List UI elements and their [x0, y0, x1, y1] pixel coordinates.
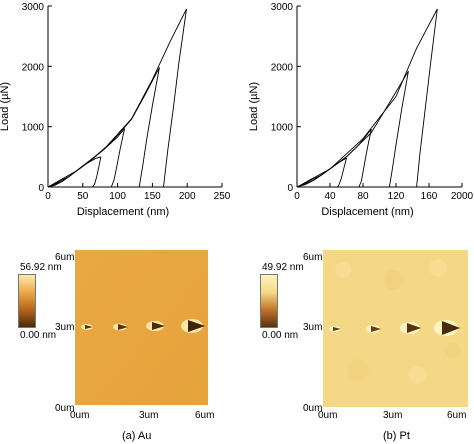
load-displacement-plots: 0 50 100 150 200 250 0 1000 2000 3000 Displacement… — [0, 2, 474, 218]
y-tick-label: 1000 — [22, 123, 45, 134]
colorbar-max-label: 56.92 nm — [20, 262, 62, 273]
loading-curve-2 — [47, 128, 125, 188]
x-tick-label: 50 — [77, 191, 89, 202]
image-y-label-mid: 3um — [55, 322, 75, 333]
indent-marks — [329, 320, 460, 336]
unloading-curve-4 — [163, 8, 187, 188]
surface-texture — [335, 259, 461, 384]
colorbar-au — [18, 274, 36, 328]
x-axis-label: Displacement (nm) — [77, 206, 169, 218]
x-tick-label: 200 — [179, 191, 196, 202]
x-tick-label: 80 — [357, 191, 369, 202]
unloading-curve-2 — [110, 128, 126, 188]
x-tick-label: 150 — [144, 191, 161, 202]
colorbar-min-label: 0.00 nm — [262, 330, 299, 341]
image-x-label-left: 0um — [318, 410, 338, 421]
x-tick-label: 40 — [324, 191, 336, 202]
y-tick-label: 3000 — [22, 2, 45, 13]
x-tick-label: 0 — [294, 191, 300, 202]
afm-scan-au — [75, 250, 208, 405]
loading-curve-2 — [296, 128, 372, 188]
x-tick-label: 120 — [388, 191, 405, 202]
indent-marks — [81, 319, 205, 333]
x-tick-label: 160 — [421, 191, 438, 202]
unloading-curve-4 — [416, 8, 438, 188]
x-tick-label: 0 — [45, 191, 51, 202]
image-caption: (a) Au — [122, 430, 152, 442]
image-y-label-bottom: 0um — [55, 403, 75, 414]
afm-image-pt — [323, 250, 468, 407]
unloading-curve-3 — [388, 71, 409, 188]
y-tick-label: 0 — [38, 183, 44, 194]
image-y-label-top: 6um — [303, 252, 323, 263]
image-x-label-mid: 3um — [139, 410, 159, 421]
y-tick-label: 0 — [287, 183, 293, 194]
x-tick-label: 250 — [214, 191, 231, 202]
unloading-curve-1 — [92, 156, 102, 188]
y-axis-label: Load (µN) — [0, 82, 11, 131]
afm-scan-pt — [323, 250, 468, 407]
afm-image-au — [75, 250, 208, 405]
image-x-label-right: 6um — [195, 410, 215, 421]
x-axis-label: Displacement (nm) — [321, 206, 413, 218]
loading-curve-4 — [296, 8, 438, 188]
unloading-curve-1 — [337, 157, 347, 188]
y-tick-label: 3000 — [271, 2, 294, 13]
x-tick-label: 2000 — [451, 191, 474, 202]
image-x-label-right: 6um — [447, 410, 467, 421]
y-tick-label: 1000 — [271, 123, 294, 134]
loading-curve-3 — [47, 67, 160, 188]
y-tick-label: 2000 — [271, 62, 294, 73]
y-tick-label: 2000 — [22, 62, 45, 73]
x-tick-label: 100 — [109, 191, 126, 202]
colorbar-min-label: 0.00 nm — [20, 330, 57, 341]
y-axis-label: Load (µN) — [248, 82, 260, 131]
image-y-label-bottom: 0um — [303, 403, 323, 414]
loading-curve-4 — [47, 8, 187, 188]
image-caption: (b) Pt — [383, 430, 410, 442]
image-x-label-left: 0um — [70, 410, 90, 421]
colorbar-pt — [260, 274, 278, 328]
image-y-label-top: 6um — [55, 252, 75, 263]
colorbar-max-label: 49.92 nm — [262, 262, 304, 273]
image-x-label-mid: 3um — [383, 410, 403, 421]
image-y-label-mid: 3um — [303, 322, 323, 333]
unloading-curve-2 — [358, 129, 372, 188]
loading-curve-3 — [296, 70, 409, 188]
unloading-curve-3 — [138, 67, 160, 188]
